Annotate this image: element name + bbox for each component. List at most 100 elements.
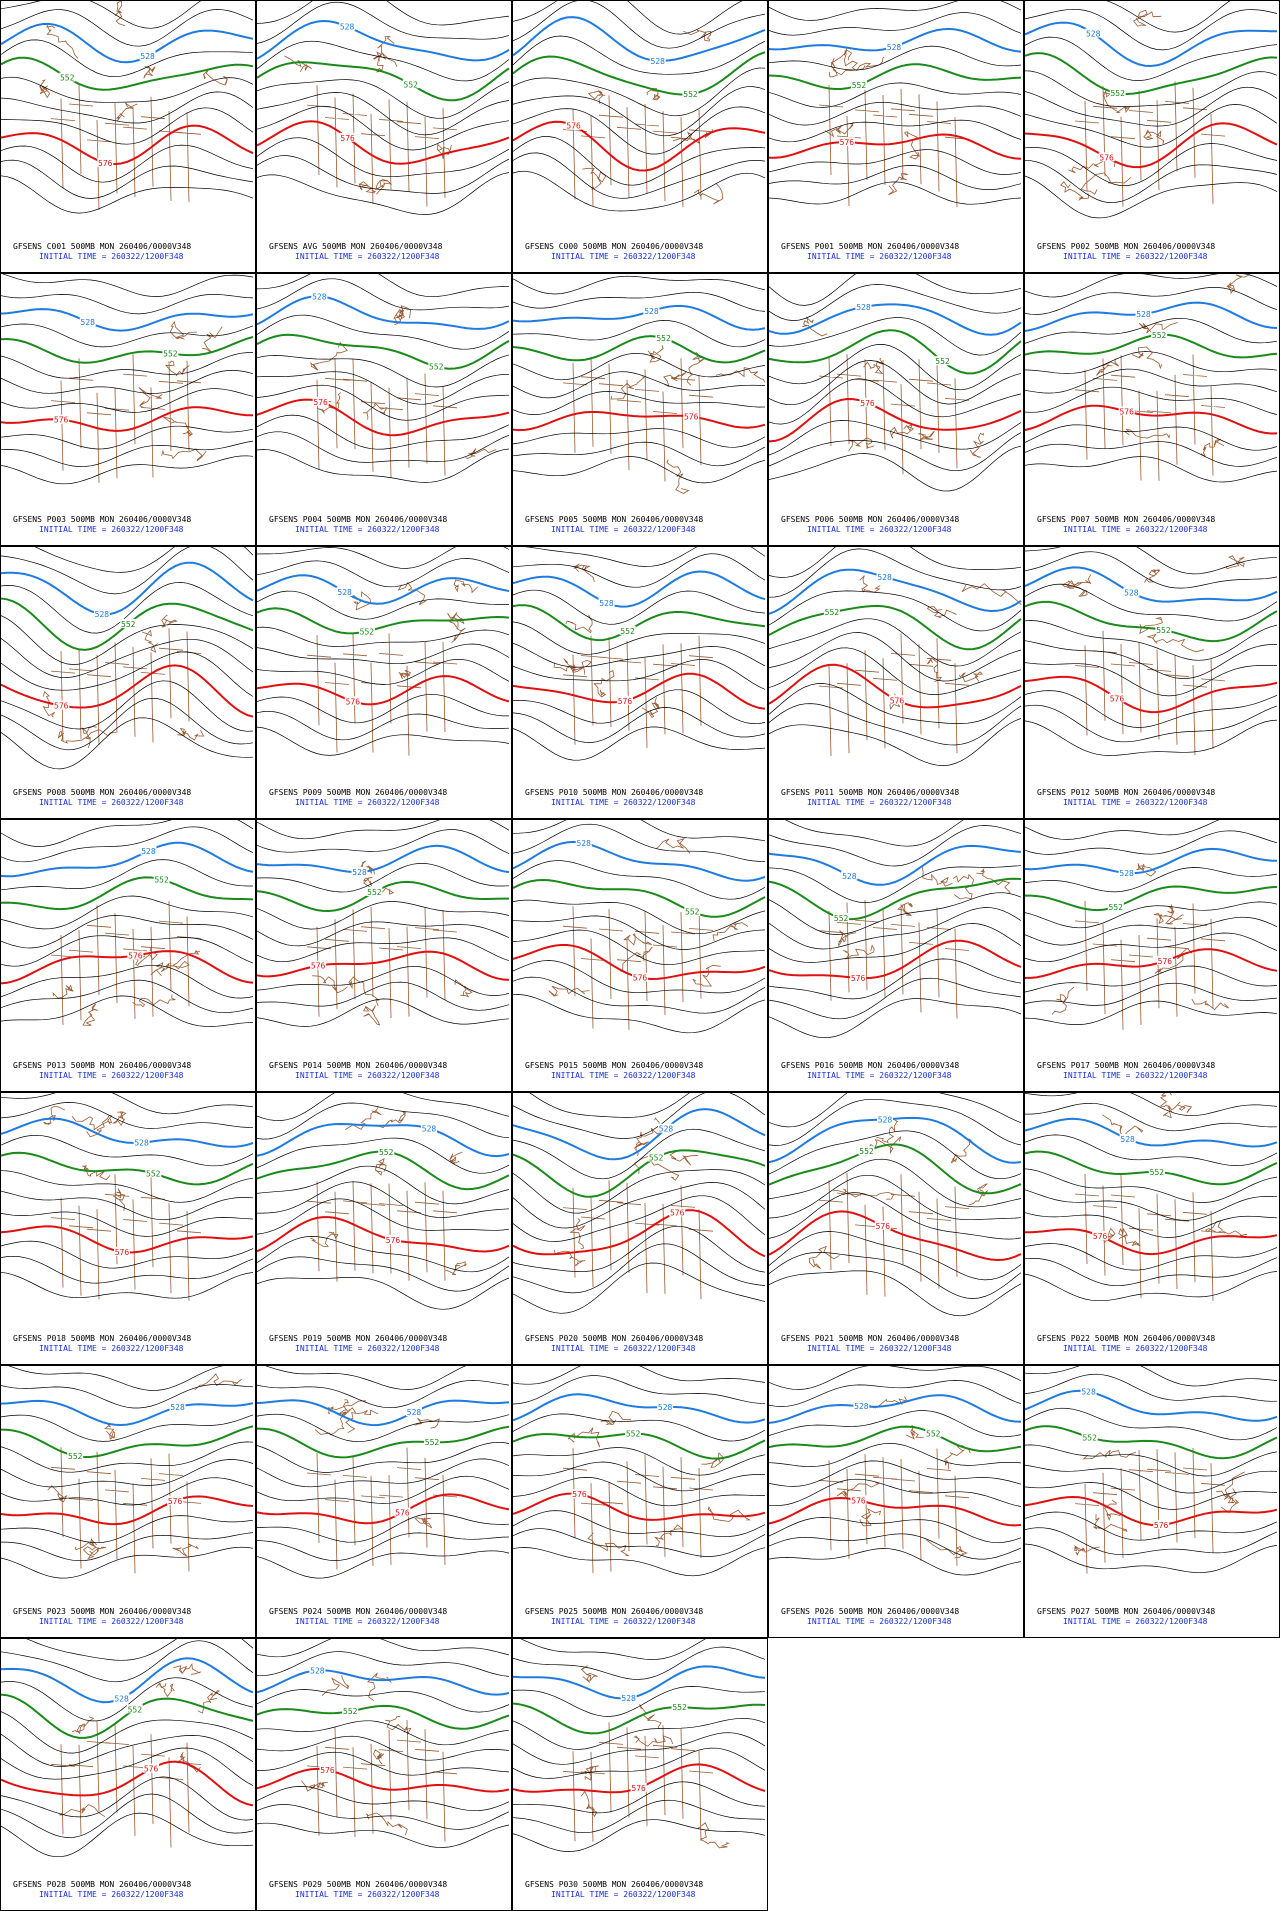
contour-line bbox=[513, 915, 766, 950]
contour-line bbox=[513, 960, 766, 994]
contour-label: 552 bbox=[404, 80, 419, 89]
contour-label: 528 bbox=[134, 1139, 149, 1148]
contour-label: 576 bbox=[851, 974, 866, 983]
contour-label: 528 bbox=[1124, 589, 1139, 598]
init-time: INITIAL TIME = 260322/1200F348 bbox=[1063, 1617, 1208, 1626]
contour-line bbox=[257, 354, 510, 388]
contour-line bbox=[513, 67, 766, 117]
panel-title: GFSENS P014 500MB MON 260406/0000V348 bbox=[269, 1061, 447, 1070]
coastline bbox=[818, 1396, 971, 1566]
contour-line bbox=[1025, 1366, 1278, 1387]
map-panel: 528 552 576 GFSENS P004 500MB MON 260406/00… bbox=[256, 273, 512, 546]
coastline bbox=[42, 614, 205, 749]
contour-line bbox=[513, 1366, 766, 1385]
contour-line bbox=[769, 119, 1022, 143]
contour-line bbox=[257, 448, 510, 483]
contour-line bbox=[1, 1711, 254, 1754]
init-time: INITIAL TIME = 260322/1200F348 bbox=[551, 1890, 696, 1899]
contour-label: 528 bbox=[854, 1402, 869, 1411]
contour-line bbox=[257, 901, 510, 930]
label-bg bbox=[312, 396, 329, 406]
contour-line bbox=[513, 320, 766, 348]
contour-line bbox=[1025, 1543, 1278, 1574]
map-panel: 528 552 576 GFSENS P022 500MB MON 260406/00… bbox=[1024, 1092, 1280, 1365]
contour-label: 552 bbox=[128, 1705, 143, 1714]
contour-line bbox=[513, 1375, 765, 1405]
contour-line bbox=[1, 39, 254, 78]
contour-line bbox=[257, 1822, 510, 1848]
contour-line bbox=[1, 582, 254, 634]
contour-line bbox=[1, 323, 254, 348]
contour-line bbox=[1, 1640, 254, 1683]
contour-line bbox=[769, 548, 1022, 598]
map-panel: 528 552 576 GFSENS P015 500MB MON 260406/00… bbox=[512, 819, 768, 1092]
contour-line bbox=[1, 124, 254, 166]
contour-line bbox=[257, 1669, 510, 1696]
contour-line bbox=[1, 1425, 254, 1459]
caption-bg bbox=[769, 237, 1023, 272]
label-bg bbox=[140, 845, 157, 855]
contour-line bbox=[257, 1513, 510, 1543]
caption-bg bbox=[257, 1875, 511, 1910]
label-bg bbox=[575, 838, 592, 848]
contour-line bbox=[257, 1198, 510, 1235]
panel-title: GFSENS P006 500MB MON 260406/0000V348 bbox=[781, 515, 959, 524]
contour-label: 576 bbox=[566, 122, 581, 131]
contour-line bbox=[1, 1117, 254, 1148]
label-bg bbox=[1118, 867, 1135, 877]
contour-line bbox=[1, 1211, 254, 1237]
panel-title: GFSENS P028 500MB MON 260406/0000V348 bbox=[13, 1880, 191, 1889]
contour-label: 528 bbox=[340, 23, 355, 32]
caption-bg bbox=[1, 237, 255, 272]
init-time: INITIAL TIME = 260322/1200F348 bbox=[295, 1890, 440, 1899]
init-time: INITIAL TIME = 260322/1200F348 bbox=[39, 1344, 184, 1353]
contour-line bbox=[529, 1093, 690, 1118]
contour-line bbox=[1, 697, 254, 751]
map-panel: 528 552 576 GFSENS P018 500MB MON 260406/00… bbox=[0, 1092, 256, 1365]
contour-line bbox=[513, 335, 766, 364]
contour-line bbox=[769, 1143, 1022, 1195]
label-bg bbox=[671, 1702, 688, 1712]
coastline bbox=[306, 579, 478, 756]
contour-line bbox=[769, 1380, 1022, 1407]
contour-line bbox=[257, 710, 510, 741]
contour-line bbox=[769, 718, 1022, 766]
contour-line bbox=[520, 1639, 706, 1660]
contour-line bbox=[513, 1225, 766, 1273]
contour-line bbox=[257, 1720, 510, 1746]
label-bg bbox=[309, 1665, 326, 1675]
contour-label: 528 bbox=[877, 573, 892, 582]
label-bg bbox=[925, 1428, 942, 1438]
init-time: INITIAL TIME = 260322/1200F348 bbox=[295, 798, 440, 807]
contour-label: 552 bbox=[360, 627, 375, 636]
map: 528 552 576 GFSENS P007 500MB MON 260406/00… bbox=[1025, 274, 1279, 545]
map: 528 552 576 GFSENS P026 500MB MON 260406/00… bbox=[769, 1366, 1023, 1637]
contour-line bbox=[257, 1150, 510, 1191]
caption-bg bbox=[769, 1329, 1023, 1364]
contour-line bbox=[1025, 1212, 1278, 1238]
contour-line bbox=[1025, 1168, 1278, 1203]
label-bg bbox=[841, 870, 858, 880]
map-panel: 528 552 576 GFSENS P007 500MB MON 260406/00… bbox=[1024, 273, 1280, 546]
contour-line bbox=[257, 1704, 510, 1730]
contour-line bbox=[1025, 1271, 1278, 1302]
contour-line bbox=[513, 642, 766, 668]
panel-title: GFSENS P029 500MB MON 260406/0000V348 bbox=[269, 1880, 447, 1889]
coastline bbox=[553, 1117, 714, 1300]
contour-line bbox=[1, 915, 254, 949]
coastline bbox=[50, 320, 223, 483]
contour-line bbox=[1025, 317, 1278, 344]
map: 528 552 576 GFSENS P019 500MB MON 260406/00… bbox=[257, 1093, 511, 1364]
contour-line bbox=[257, 547, 510, 569]
contour-line bbox=[1025, 368, 1278, 394]
contour-line bbox=[769, 1174, 1022, 1221]
contour-line bbox=[769, 133, 1022, 160]
label-bg bbox=[619, 625, 636, 635]
contour-line bbox=[513, 1093, 766, 1139]
init-time: INITIAL TIME = 260322/1200F348 bbox=[39, 252, 184, 261]
label-bg bbox=[1107, 901, 1124, 911]
panel-title: GFSENS P007 500MB MON 260406/0000V348 bbox=[1037, 515, 1215, 524]
contour-line bbox=[257, 120, 510, 165]
contour-line bbox=[513, 1128, 766, 1180]
contour-line bbox=[257, 726, 510, 756]
